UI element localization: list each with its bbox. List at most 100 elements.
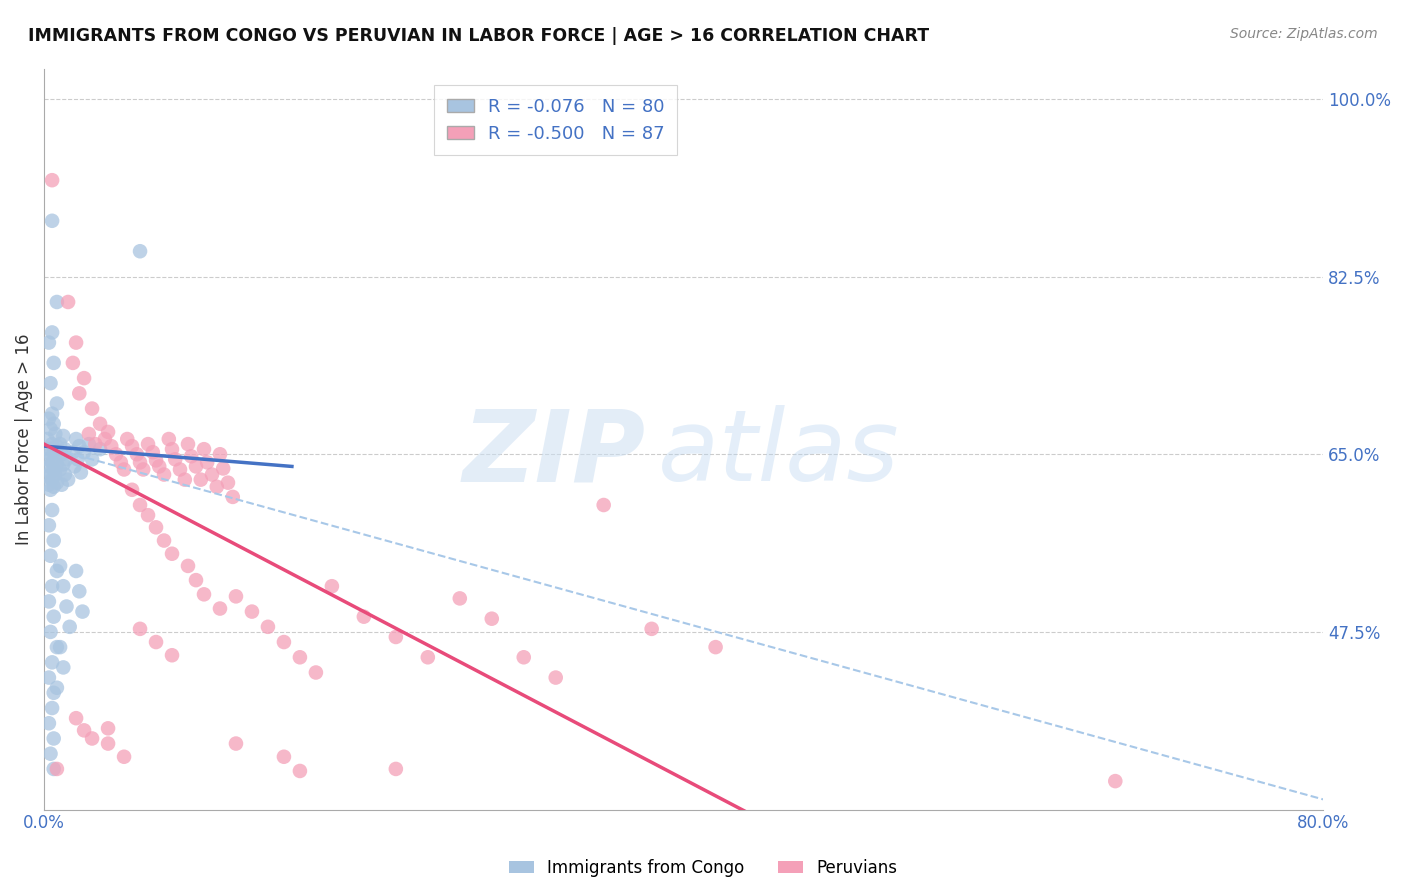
Point (110, 455, 132, 469)
Point (39, 747, 62, 761)
Text: IMMIGRANTS FROM CONGO VS PERUVIAN IN LABOR FORCE | AGE > 16 CORRELATION CHART: IMMIGRANTS FROM CONGO VS PERUVIAN IN LAB… (28, 27, 929, 45)
Point (169, 462, 191, 476)
Point (160, 547, 183, 561)
Point (592, 498, 614, 512)
Point (37, 469, 59, 483)
Point (37, 452, 59, 467)
Point (195, 455, 218, 469)
Point (67, 439, 90, 453)
Point (640, 622, 662, 636)
Point (121, 483, 143, 497)
Point (273, 749, 295, 764)
Point (117, 432, 139, 446)
Point (73, 723, 96, 738)
Point (145, 453, 167, 467)
Point (37, 432, 59, 446)
Point (177, 437, 200, 451)
Point (112, 749, 135, 764)
Text: atlas: atlas (658, 405, 900, 502)
Y-axis label: In Labor Force | Age > 16: In Labor Force | Age > 16 (15, 334, 32, 545)
Point (205, 480, 228, 494)
Point (112, 462, 135, 476)
Point (180, 450, 202, 464)
Point (62, 445, 84, 459)
Point (184, 459, 207, 474)
Point (305, 665, 328, 680)
Point (52, 429, 75, 443)
Point (41, 326, 63, 340)
Point (52, 458, 75, 472)
Point (39, 447, 62, 461)
Text: ZIP: ZIP (463, 405, 645, 502)
Point (125, 447, 148, 461)
Point (56, 473, 79, 487)
Point (41, 437, 63, 451)
Point (39, 422, 62, 436)
Point (49, 640, 72, 654)
Point (45, 458, 67, 472)
Point (288, 764, 311, 778)
Point (177, 558, 200, 573)
Point (42, 731, 65, 746)
Point (42, 417, 65, 431)
Point (89, 417, 111, 431)
Point (66, 452, 89, 467)
Point (55, 599, 77, 614)
Point (42, 533, 65, 548)
Point (65, 335, 87, 350)
Point (42, 445, 65, 459)
Point (240, 605, 263, 619)
Point (129, 498, 152, 512)
Point (56, 295, 79, 310)
Point (84, 437, 107, 451)
Legend: R = -0.076   N = 80, R = -0.500   N = 87: R = -0.076 N = 80, R = -0.500 N = 87 (434, 85, 678, 155)
Point (45, 681, 67, 695)
Point (39, 466, 62, 480)
Point (80, 731, 103, 746)
Point (38, 518, 60, 533)
Point (39, 549, 62, 563)
Point (73, 445, 96, 459)
Point (41, 173, 63, 187)
Text: Source: ZipAtlas.com: Source: ZipAtlas.com (1230, 27, 1378, 41)
Point (208, 447, 231, 461)
Point (97, 737, 120, 751)
Point (136, 437, 159, 451)
Point (38, 716, 60, 731)
Point (38, 335, 60, 350)
Point (145, 520, 167, 534)
Legend: Immigrants from Congo, Peruvians: Immigrants from Congo, Peruvians (502, 853, 904, 884)
Point (53, 467, 76, 482)
Point (89, 442, 111, 457)
Point (38, 594, 60, 608)
Point (416, 650, 439, 665)
Point (129, 455, 152, 469)
Point (288, 650, 311, 665)
Point (136, 508, 159, 523)
Point (193, 442, 215, 457)
Point (273, 635, 295, 649)
Point (45, 396, 67, 410)
Point (38, 411, 60, 425)
Point (42, 686, 65, 700)
Point (65, 564, 87, 578)
Point (544, 671, 567, 685)
Point (257, 620, 280, 634)
Point (41, 656, 63, 670)
Point (51, 477, 73, 491)
Point (222, 490, 245, 504)
Point (94, 432, 117, 446)
Point (153, 533, 176, 548)
Point (100, 439, 122, 453)
Point (225, 590, 247, 604)
Point (59, 620, 82, 634)
Point (55, 452, 77, 467)
Point (97, 722, 120, 736)
Point (39, 376, 62, 391)
Point (51, 447, 73, 461)
Point (193, 587, 215, 601)
Point (105, 447, 128, 461)
Point (449, 591, 471, 606)
Point (67, 386, 90, 401)
Point (38, 671, 60, 685)
